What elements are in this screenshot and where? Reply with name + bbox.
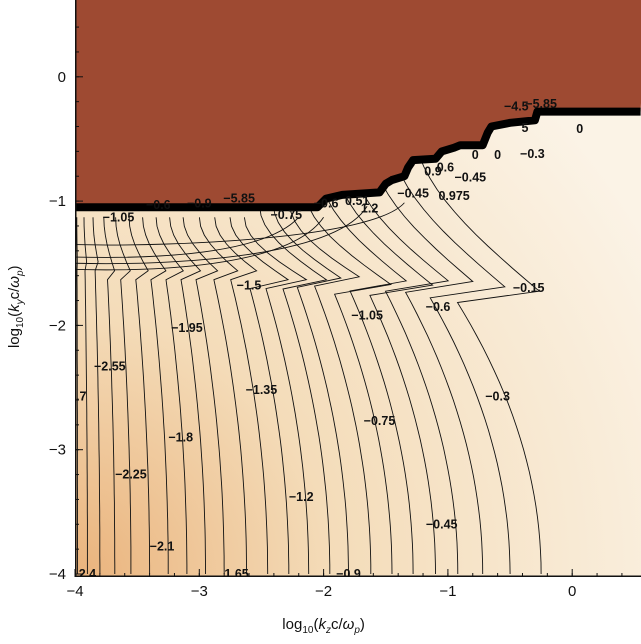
contour-line	[76, 217, 78, 574]
contour-line	[289, 202, 372, 574]
y-tick-label: 0	[58, 69, 66, 86]
contour-label: 0.9	[424, 164, 441, 178]
contour-label: −1.5	[237, 279, 262, 293]
contour-label: −0.15	[513, 281, 545, 295]
contour-line	[259, 206, 331, 574]
contour-line	[115, 217, 132, 574]
contour-label: .7	[76, 389, 86, 403]
contour-label: −0.75	[364, 414, 396, 428]
contour-label: 0	[576, 122, 583, 136]
contour-label: −0.3	[520, 147, 545, 161]
x-tick-label: −4	[66, 583, 83, 600]
contour-line	[128, 217, 151, 574]
contour-line	[75, 202, 405, 246]
contour-labels: −1.05−0.6 −0.9 −5.85−0.75−0.6 0.511.2−0.45 0…	[76, 97, 583, 581]
contour-label: 5	[522, 121, 529, 135]
x-tick-label: −1	[439, 583, 456, 600]
contour-label: 1.65	[224, 567, 248, 581]
y-tick-label: −4	[49, 566, 66, 583]
contour-line	[83, 217, 88, 574]
contour-label: 0.975	[438, 189, 469, 203]
contour-line	[319, 169, 414, 575]
contour-line	[92, 217, 101, 574]
contour-line	[75, 216, 300, 258]
x-tick-label: −2	[315, 583, 332, 600]
y-tick-label: −1	[49, 193, 66, 210]
contour-line	[214, 217, 269, 575]
y-axis-title: log10(kyc/ωp)	[6, 265, 26, 348]
x-tick-label: 0	[568, 583, 576, 600]
contour-line	[352, 155, 459, 575]
x-tick-labels: −4 −3 −2 −1 0	[66, 583, 576, 600]
contour-label: −0.75	[270, 208, 302, 222]
contour-line	[182, 217, 225, 575]
y-tick-label: −2	[49, 317, 66, 334]
contour-line	[169, 217, 206, 574]
contour-line	[142, 217, 169, 574]
contour-line	[243, 217, 310, 575]
x-tick-label: −3	[191, 583, 208, 600]
contour-label: −0.9	[187, 197, 212, 211]
contour-label: −1.2	[289, 490, 314, 504]
contour-label: −2.55	[94, 359, 126, 373]
contour-line	[155, 217, 188, 574]
contour-label: −5.85	[525, 97, 557, 111]
contour-label: −0.6	[314, 197, 339, 211]
contour-label: −2.1	[150, 540, 175, 554]
contour-label: −0.9	[336, 567, 361, 581]
y-tick-label: −3	[49, 442, 66, 459]
contour-label: −5.85	[223, 192, 255, 206]
contour-label: −1.95	[171, 321, 203, 335]
saturated-boundary	[75, 107, 641, 212]
contour-label: −0.6	[146, 198, 171, 212]
contour-label: −1.05	[103, 210, 135, 224]
contour-label: 0	[494, 148, 501, 162]
contour-label: 2.4	[79, 567, 96, 581]
contour-label: −0.45	[397, 187, 429, 201]
contour-label: 0.6	[437, 161, 454, 175]
plot-frame	[75, 0, 641, 577]
contour-label: −0.3	[485, 389, 510, 403]
contour-label: −1.8	[168, 430, 193, 444]
contour-line	[103, 217, 116, 574]
contour-line	[335, 161, 436, 575]
y-tick-labels: 0 −1 −2 −3 −4	[49, 69, 66, 583]
contour-line	[75, 206, 368, 265]
contour-label: −4.5	[504, 100, 529, 114]
contour-line	[272, 203, 349, 575]
contour-line	[370, 140, 484, 575]
contour-line	[389, 132, 511, 575]
contour-label: −2.25	[115, 468, 147, 482]
saturated-region	[75, 0, 641, 208]
contour-line	[198, 217, 247, 574]
x-axis-title: log10(kzc/ωp)	[282, 616, 365, 636]
contour-label: 0.51	[345, 194, 369, 208]
contour-label: −0.6	[426, 300, 451, 314]
contour-line	[229, 217, 290, 574]
contour-label: −0.45	[454, 171, 486, 185]
contour-label: 0	[472, 148, 479, 162]
contour-label: −1.35	[246, 383, 278, 397]
contour-label: −1.05	[351, 309, 383, 323]
contour-label: 1.2	[361, 202, 378, 216]
axis-ticks	[74, 26, 623, 577]
contour-lines	[75, 121, 542, 575]
contour-line	[412, 121, 542, 575]
contour-line	[304, 187, 393, 575]
contour-label: −0.45	[426, 517, 458, 531]
